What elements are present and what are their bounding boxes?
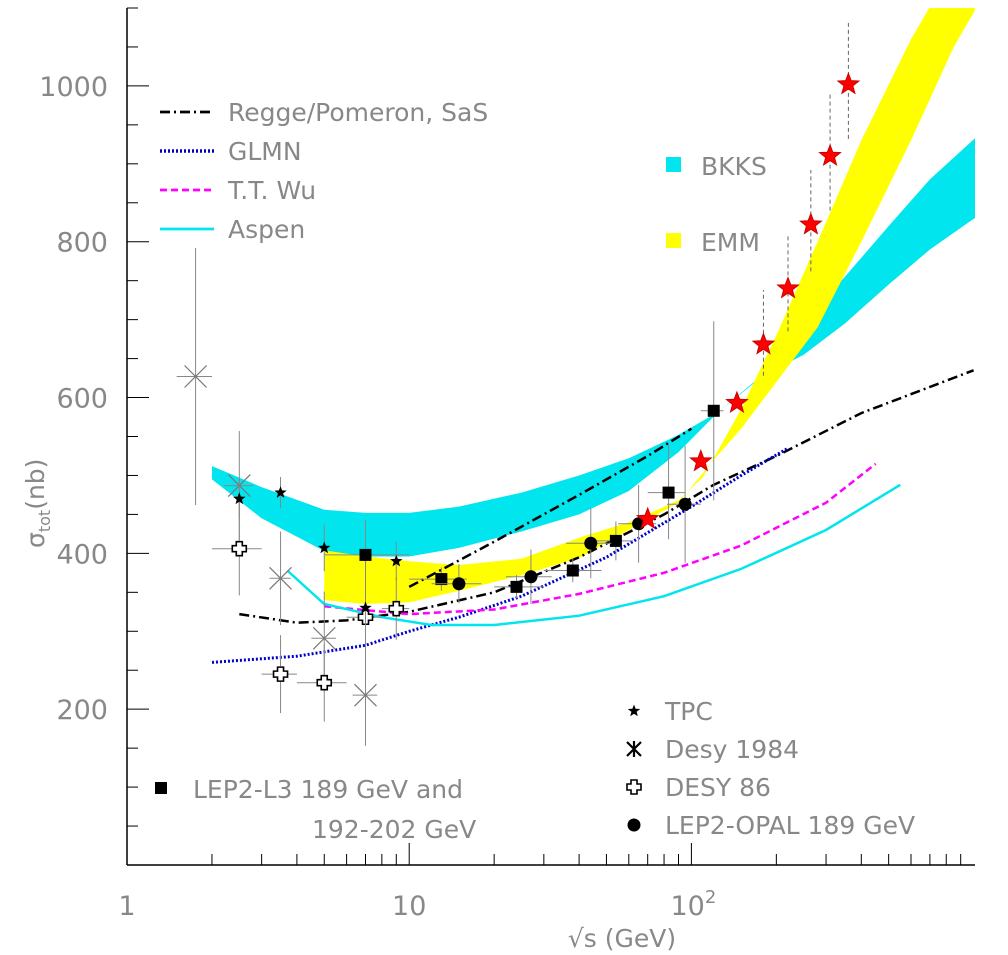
legend-marker-0 bbox=[627, 704, 641, 717]
legend-label-line-1: GLMN bbox=[228, 137, 302, 166]
x-tick-label: 10 bbox=[392, 891, 426, 922]
legend-label-marker-2: DESY 86 bbox=[665, 773, 771, 802]
x-axis-title: √s (GeV) bbox=[568, 924, 676, 953]
l3-point-2 bbox=[510, 580, 523, 593]
desy84-point-3 bbox=[312, 626, 336, 650]
curve-t-t-wu bbox=[324, 462, 877, 616]
curve-aspen bbox=[286, 483, 901, 627]
legend-label-line-2: T.T. Wu bbox=[227, 176, 316, 205]
x-tick-label: 1 bbox=[118, 891, 135, 922]
legend-marker-1 bbox=[626, 741, 642, 757]
legend-label-l3-line2: 192-202 GeV bbox=[312, 815, 476, 844]
tpc-point-1 bbox=[274, 486, 287, 498]
legend-label-marker-0: TPC bbox=[664, 697, 713, 726]
opal-point-0 bbox=[452, 577, 466, 591]
red-star-point-3 bbox=[751, 332, 776, 355]
y-axis-title-sub: tot bbox=[35, 510, 54, 532]
desy86-point-4 bbox=[388, 600, 405, 617]
legend-swatch-bkks bbox=[666, 157, 681, 172]
legend-label-band-1: EMM bbox=[701, 228, 760, 257]
legend-label-line-0: Regge/Pomeron, SaS bbox=[228, 98, 488, 127]
curve-regge-pomeron-sas bbox=[239, 369, 975, 624]
tpc-point-0 bbox=[233, 492, 246, 505]
red-star-point-6 bbox=[818, 143, 842, 167]
opal-point-4 bbox=[678, 497, 692, 511]
legend: Regge/Pomeron, SaS GLMN T.T. Wu Aspen BKKS EM… bbox=[155, 98, 915, 844]
y-axis-title-sigma: σ bbox=[21, 532, 50, 548]
l3-point-3 bbox=[566, 564, 579, 577]
x-tick-label-base: 10 bbox=[670, 891, 704, 922]
l3-point-6 bbox=[707, 404, 720, 417]
desy84-point-4 bbox=[354, 683, 377, 707]
y-axis-title: σtot(nb) bbox=[21, 459, 54, 548]
x-tick-label: 102 bbox=[670, 887, 716, 922]
l3-point-5 bbox=[662, 486, 675, 499]
desy86-point-1 bbox=[272, 666, 289, 682]
l3-point-4 bbox=[609, 534, 622, 547]
red-star-point-2 bbox=[725, 390, 749, 414]
legend-marker-3 bbox=[627, 818, 641, 832]
legend-swatch-emm bbox=[666, 233, 681, 248]
tpc-point-4 bbox=[390, 554, 403, 567]
model-curves bbox=[211, 369, 975, 664]
legend-label-marker-3: LEP2-OPAL 189 GeV bbox=[665, 811, 915, 840]
red-star-point-5 bbox=[799, 212, 823, 235]
l3-point-1 bbox=[435, 573, 448, 586]
opal-point-2 bbox=[584, 536, 598, 550]
red-star-point-7 bbox=[836, 71, 861, 95]
legend-label-l3-line1: LEP2-L3 189 GeV and bbox=[193, 775, 463, 804]
x-tick-label-exponent: 2 bbox=[705, 887, 716, 908]
tpc-point-2 bbox=[318, 541, 331, 554]
y-axis-title-unit: (nb) bbox=[21, 459, 50, 510]
band-emm bbox=[324, 8, 975, 604]
data-points bbox=[176, 22, 861, 746]
desy84-point-2 bbox=[269, 566, 292, 590]
legend-label-band-0: BKKS bbox=[701, 152, 767, 181]
legend-label-marker-1: Desy 1984 bbox=[665, 735, 799, 764]
legend-label-line-3: Aspen bbox=[228, 215, 305, 244]
legend-marker-l3 bbox=[155, 782, 167, 794]
y-tick-label: 200 bbox=[56, 695, 108, 726]
axis-ticks bbox=[126, 7, 962, 866]
y-tick-label: 400 bbox=[56, 539, 108, 570]
l3-point-0 bbox=[359, 548, 372, 561]
curve-regge-pomeron-sas bbox=[408, 427, 693, 589]
model-bands bbox=[212, 8, 975, 604]
red-star-point-4 bbox=[776, 276, 800, 299]
desy86-point-0 bbox=[231, 540, 248, 557]
y-tick-label: 800 bbox=[56, 228, 108, 259]
red-star-point-0 bbox=[635, 506, 660, 530]
red-star-point-1 bbox=[689, 448, 713, 472]
desy84-point-0 bbox=[184, 365, 208, 388]
opal-point-1 bbox=[524, 570, 538, 584]
y-tick-label: 1000 bbox=[39, 72, 108, 103]
desy86-point-2 bbox=[316, 674, 333, 691]
curve-glmn bbox=[211, 446, 789, 664]
band-bkks bbox=[212, 138, 975, 557]
legend-marker-2 bbox=[626, 779, 642, 795]
y-tick-label: 600 bbox=[56, 384, 108, 415]
tpc-point-3 bbox=[359, 601, 372, 614]
